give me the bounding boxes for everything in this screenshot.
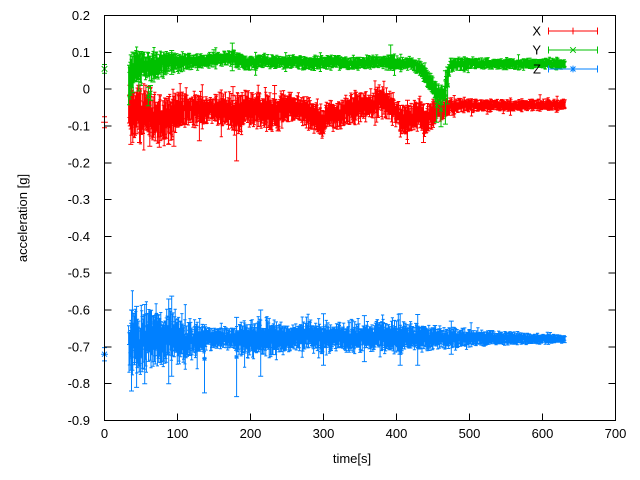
y-tick-label: -0.4: [68, 229, 90, 244]
y-tick-label: 0: [83, 82, 90, 97]
legend-sample-X: [548, 27, 598, 35]
y-tick-label: -0.9: [68, 413, 90, 428]
plot-border: [104, 15, 616, 421]
x-tick-label: 500: [459, 426, 481, 441]
x-tick-label: 700: [605, 426, 627, 441]
y-tick-label: 0.2: [72, 8, 90, 23]
legend-label-Z: Z: [533, 62, 541, 77]
x-tick-label: 200: [240, 426, 262, 441]
x-tick-label: 400: [386, 426, 408, 441]
x-axis-label: time[s]: [333, 451, 371, 466]
axis-tick-labels: 0 100 200 300 400 500 600 700 0.2 0.1 0 -0.1 -0.2 -0.…: [68, 8, 627, 441]
x-tick-label: 100: [167, 426, 189, 441]
y-tick-label: -0.5: [68, 266, 90, 281]
y-tick-label: -0.3: [68, 192, 90, 207]
series-Y-band: [127, 46, 567, 106]
y-tick-label: -0.6: [68, 303, 90, 318]
y-tick-label: 0.1: [72, 45, 90, 60]
legend-label-Y: Y: [532, 43, 541, 58]
axis-ticks: [104, 15, 616, 421]
series-X-band: [127, 80, 567, 151]
plot-frame: [104, 15, 616, 421]
plot-series: [101, 42, 567, 398]
series-Y-outliers: [136, 42, 451, 128]
series-Z-band: [127, 290, 567, 376]
y-tick-label: -0.2: [68, 155, 90, 170]
x-tick-label: 0: [101, 426, 108, 441]
legend-label-X: X: [532, 24, 541, 39]
y-tick-label: -0.7: [68, 339, 90, 354]
legend: XYZ: [532, 24, 598, 77]
series-X-outliers: [128, 85, 426, 162]
y-tick-label: -0.1: [68, 119, 90, 134]
y-tick-label: -0.8: [68, 376, 90, 391]
legend-sample-Z: [548, 65, 598, 73]
x-tick-label: 300: [313, 426, 335, 441]
y-axis-label: acceleration [g]: [15, 174, 30, 262]
series-Z: [101, 290, 567, 398]
legend-sample-Y: [548, 46, 598, 54]
series-X: [101, 80, 567, 162]
series-Z-outliers: [129, 295, 454, 398]
x-tick-label: 600: [532, 426, 554, 441]
